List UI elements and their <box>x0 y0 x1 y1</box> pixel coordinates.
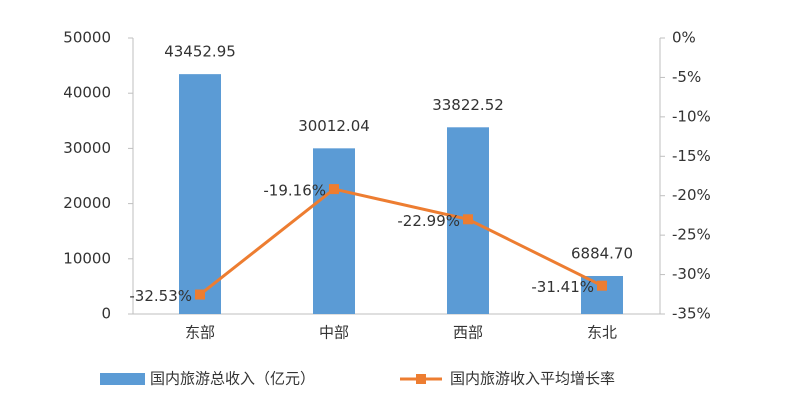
line-value-label: -32.53% <box>129 287 192 305</box>
y2-tick-label: -15% <box>672 147 711 165</box>
line-marker <box>597 280 607 291</box>
x-tick-label: 西部 <box>453 324 483 342</box>
y2-tick-label: -25% <box>672 226 711 244</box>
bar-value-label: 30012.04 <box>298 117 370 135</box>
y2-tick-label: -5% <box>672 68 701 86</box>
y2-tick-label: -20% <box>672 186 711 204</box>
bar <box>179 74 221 315</box>
y-tick-label: 0 <box>101 305 111 323</box>
y-tick-label: 20000 <box>63 194 111 212</box>
y-tick-label: 10000 <box>63 249 111 267</box>
bar-value-label: 43452.95 <box>164 43 236 61</box>
legend-marker <box>416 374 426 384</box>
line-marker <box>329 184 339 195</box>
line-marker <box>195 289 205 300</box>
line <box>199 187 603 296</box>
y-tick-label: 40000 <box>63 84 111 102</box>
line-value-label: -22.99% <box>397 212 460 230</box>
y2-tick-label: -35% <box>672 305 711 323</box>
legend-label: 国内旅游总收入（亿元） <box>150 370 315 388</box>
bar-value-label: 6884.70 <box>571 244 633 262</box>
line-marker <box>463 214 473 225</box>
y2-tick-label: -30% <box>672 265 711 283</box>
bar-value-label: 33822.52 <box>432 96 504 114</box>
y2-tick-label: -10% <box>672 107 711 125</box>
x-tick-label: 东北 <box>587 324 617 342</box>
y-tick-label: 50000 <box>63 29 111 47</box>
legend-swatch <box>100 373 145 385</box>
x-tick-label: 东部 <box>185 324 215 342</box>
bar <box>313 148 355 314</box>
line-value-label: -31.41% <box>531 278 594 296</box>
y2-tick-label: 0% <box>672 29 696 47</box>
line-value-label: -19.16% <box>263 182 326 200</box>
x-tick-label: 中部 <box>319 324 349 342</box>
y-tick-label: 30000 <box>63 139 111 157</box>
legend-label: 国内旅游收入平均增长率 <box>450 370 615 388</box>
